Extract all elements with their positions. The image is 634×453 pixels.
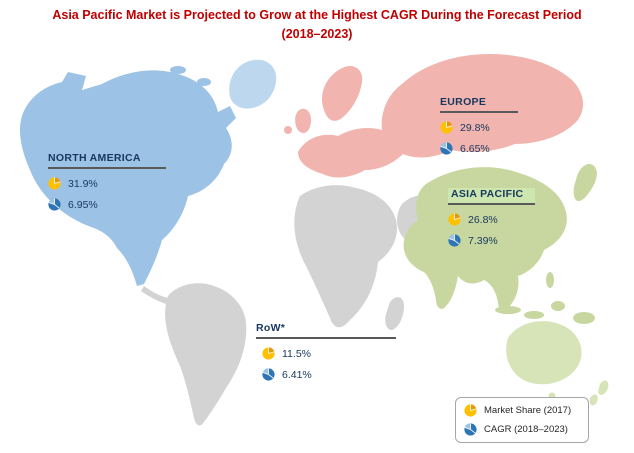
chart-title: Asia Pacific Market is Projected to Grow… [0,6,634,45]
cagr-value: 6.65% [460,142,490,155]
region-label-europe: EUROPE 29.8% 6.65% [440,96,518,155]
market-share-pie-icon [464,404,477,417]
legend-market-share-label: Market Share (2017) [484,405,572,416]
market-share-value: 11.5% [282,347,311,360]
new-guinea-shape [573,312,595,324]
legend-cagr-label: CAGR (2018–2023) [484,424,568,435]
cagr-pie-icon [464,423,477,436]
chart-title-line1: Asia Pacific Market is Projected to Grow… [52,8,582,22]
cagr-pie-icon [448,234,461,247]
ireland-shape [284,126,292,134]
market-share-stat: 11.5% [262,347,396,360]
market-share-stat: 26.8% [448,213,535,226]
region-name: NORTH AMERICA [48,152,166,169]
scandinavia-shape [322,65,363,121]
market-share-pie-icon [262,347,275,360]
market-share-pie-icon [48,177,61,190]
chart-title-line2: (2018–2023) [281,27,353,42]
cagr-value: 6.41% [282,368,312,381]
central-america-shape [141,286,168,304]
market-share-value: 26.8% [468,213,498,226]
cagr-pie-icon [262,368,275,381]
legend-cagr-row: CAGR (2018–2023) [464,423,580,436]
philippines-shape [546,272,554,288]
cagr-stat: 7.39% [448,234,535,247]
arctic-island-shape [170,66,186,74]
cagr-pie-icon [440,142,453,155]
cagr-stat: 6.95% [48,198,166,211]
indonesia-island-shape [551,301,565,311]
market-share-pie-icon [448,213,461,226]
cagr-value: 7.39% [468,234,498,247]
region-label-asia-pacific: ASIA PACIFIC 26.8% 7.39% [448,188,535,247]
market-share-stat: 31.9% [48,177,166,190]
region-label-row: RoW* 11.5% 6.41% [256,322,396,381]
cagr-stat: 6.65% [440,142,518,155]
market-share-pie-icon [440,121,453,134]
legend-box: Market Share (2017) CAGR (2018–2023) [455,397,589,443]
japan-shape [573,163,597,202]
indonesia-island-shape [495,306,521,314]
south-america-shape [165,283,247,426]
market-share-stat: 29.8% [440,121,518,134]
arctic-island-shape [197,78,211,86]
greenland-shape [229,59,277,109]
market-share-value: 29.8% [460,121,490,134]
indonesia-island-shape [524,311,544,319]
region-name: ASIA PACIFIC [448,188,535,205]
new-zealand-shape [598,380,609,395]
legend-market-share-row: Market Share (2017) [464,404,580,417]
region-name: RoW* [256,322,396,339]
north-america-shape [19,70,236,286]
region-name: EUROPE [440,96,518,113]
cagr-value: 6.95% [68,198,98,211]
uk-shape [295,108,312,133]
region-label-north-america: NORTH AMERICA 31.9% 6.95% [48,152,166,211]
new-zealand-shape [589,394,598,406]
cagr-pie-icon [48,198,61,211]
madagascar-shape [385,297,404,330]
europe-russia-shape [298,54,584,178]
market-share-value: 31.9% [68,177,98,190]
cagr-stat: 6.41% [262,368,396,381]
australia-shape [506,321,582,385]
africa-shape [294,185,398,328]
